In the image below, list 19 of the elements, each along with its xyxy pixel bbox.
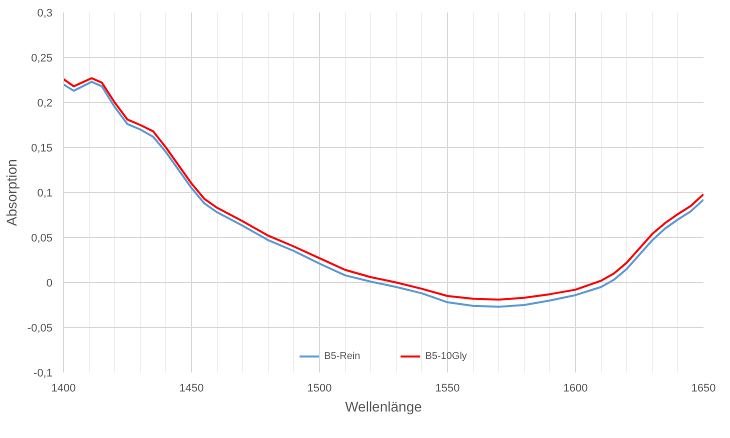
x-tick-label: 1600 — [563, 382, 588, 394]
x-tick-label: 1500 — [307, 382, 332, 394]
legend-label: B5-10Gly — [425, 350, 467, 362]
x-axis-title: Wellenlänge — [345, 398, 422, 414]
x-tick-label: 1450 — [179, 382, 204, 394]
y-tick-label: 0 — [46, 278, 53, 290]
y-tick-label: -0,1 — [34, 368, 53, 380]
x-tick-label: 1550 — [435, 382, 460, 394]
x-tick-label: 1650 — [691, 382, 716, 394]
y-tick-label: 0,25 — [31, 52, 53, 64]
y-tick-label: 0,1 — [37, 188, 53, 200]
y-tick-label: 0,2 — [37, 98, 53, 110]
y-axis-title: Absorption — [3, 159, 20, 226]
x-tick-label: 1400 — [51, 382, 76, 394]
y-tick-label: 0,15 — [31, 142, 53, 154]
y-tick-label: 0,05 — [31, 232, 53, 244]
y-tick-label: 0,3 — [37, 8, 53, 20]
y-tick-label: -0,05 — [27, 322, 53, 334]
legend-label: B5-Rein — [324, 350, 360, 362]
